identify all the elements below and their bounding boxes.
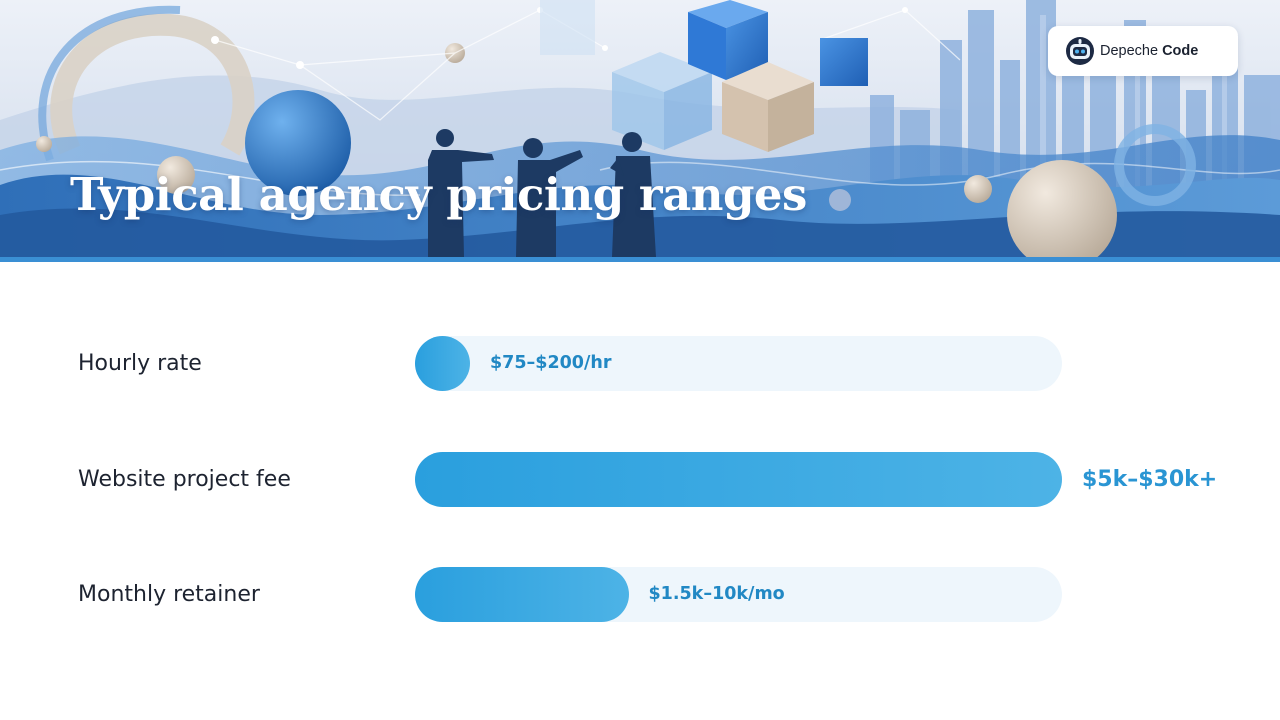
- value-label-website-project-fee: $5k–$30k+: [1082, 467, 1218, 492]
- value-label-hourly-rate: $75–$200/hr: [490, 353, 612, 373]
- bar-monthly-retainer: [415, 567, 629, 622]
- value-label-monthly-retainer: $1.5k–10k/mo: [648, 584, 785, 604]
- bar-track-hourly-rate: [415, 336, 1062, 391]
- bar-track-monthly-retainer: [415, 567, 1062, 622]
- bar-hourly-rate: [415, 336, 470, 391]
- brand-logo: Depeche Code: [1048, 26, 1238, 76]
- brand-name-regular: Depeche: [1100, 43, 1159, 59]
- row-label-monthly-retainer: Monthly retainer: [78, 582, 260, 607]
- row-label-hourly-rate: Hourly rate: [78, 351, 202, 376]
- pricing-bar-chart: Hourly rate $75–$200/hr Website project …: [0, 262, 1280, 720]
- bar-track-website-project-fee: [415, 452, 1062, 507]
- robot-head-icon: [1066, 37, 1094, 65]
- page-title: Typical agency pricing ranges: [70, 168, 807, 221]
- bar-website-project-fee: [415, 452, 1062, 507]
- banner-divider: [0, 257, 1280, 262]
- brand-name-bold: Code: [1162, 43, 1199, 59]
- row-label-website-project-fee: Website project fee: [78, 467, 291, 492]
- brand-name: Depeche Code: [1100, 43, 1198, 59]
